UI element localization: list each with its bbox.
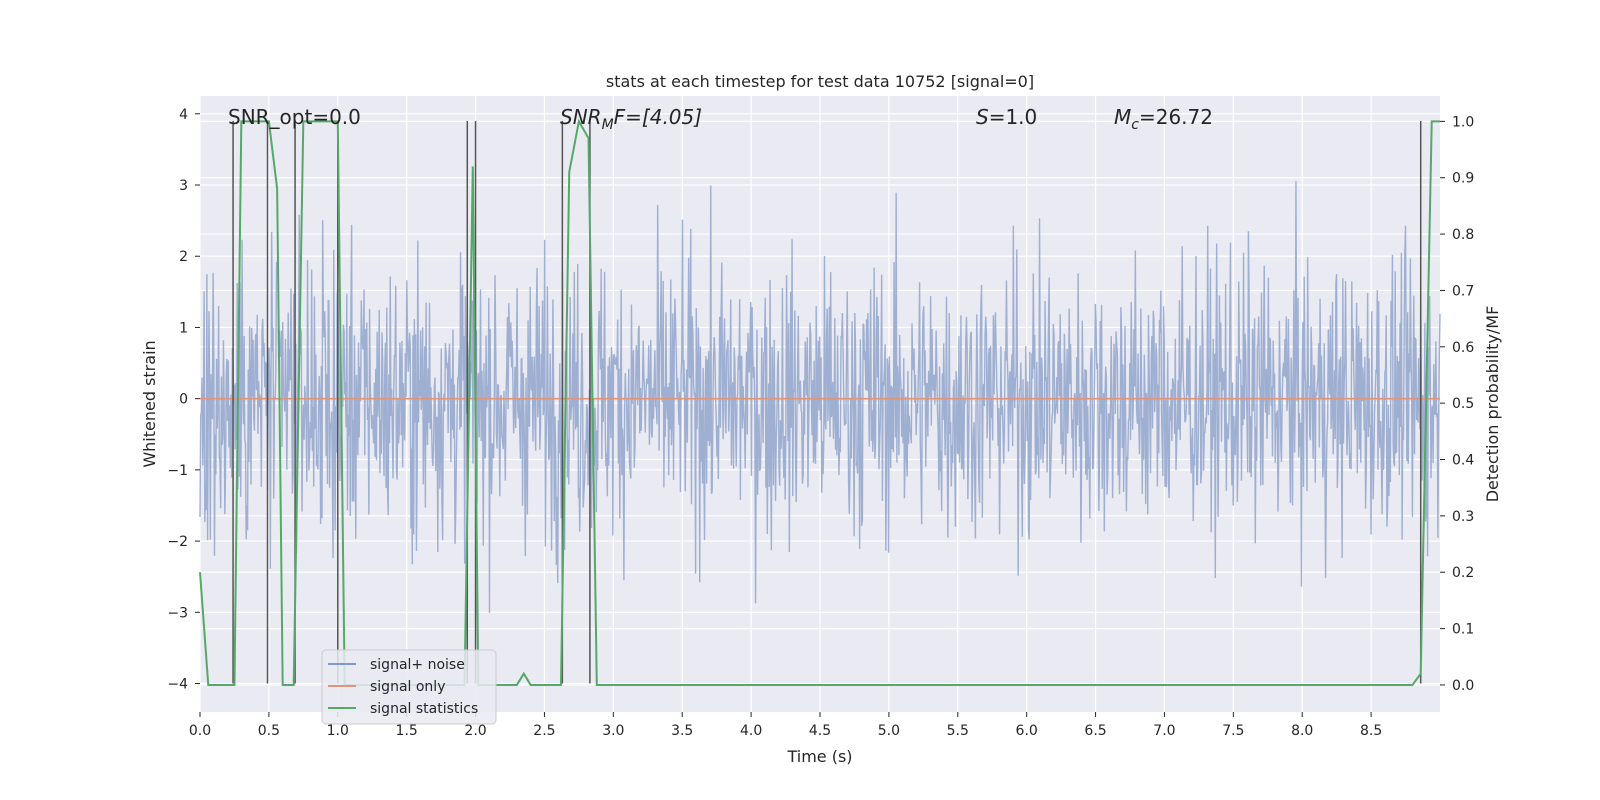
snr-mf-rest: F=[4.05] (614, 105, 702, 129)
annotation-snr-mf: SNRMF=[4.05] (560, 105, 702, 133)
y-axis-ticks: −4 −3 −2 −1 0 1 2 3 4 (167, 107, 200, 693)
x-tick-label-2: 1.0 (327, 723, 349, 739)
x-axis-label: Time (s) (786, 747, 852, 766)
y-tick-label-7: 3 (179, 178, 188, 194)
x-axis-ticks: 0.0 0.5 1.0 1.5 2.0 2.5 3.0 3.5 4.0 4.5 5.0 5.5 6.0 6… (189, 712, 1382, 739)
y-axis-label: Whitened strain (140, 340, 159, 467)
right-tick-label-4: 0.4 (1452, 453, 1474, 469)
annotation-s: S=1.0 (976, 105, 1037, 129)
right-tick-label-0: 0.0 (1452, 678, 1474, 694)
x-tick-label-5: 2.5 (533, 723, 555, 739)
x-tick-label-12: 6.0 (1016, 723, 1038, 739)
x-tick-label-0: 0.0 (189, 723, 211, 739)
annotation-snr-opt: SNR_opt=0.0 (228, 105, 361, 129)
right-tick-label-9: 0.9 (1452, 171, 1474, 187)
x-tick-label-17: 8.5 (1360, 723, 1382, 739)
y-tick-label-4: 0 (179, 392, 188, 408)
y-tick-label-1: −3 (167, 605, 188, 621)
y-tick-label-3: −1 (167, 463, 188, 479)
x-tick-label-7: 3.5 (671, 723, 693, 739)
x-tick-label-9: 4.5 (809, 723, 831, 739)
x-tick-label-1: 0.5 (258, 723, 280, 739)
right-tick-label-3: 0.3 (1452, 509, 1474, 525)
x-tick-label-14: 7.0 (1153, 723, 1175, 739)
y-tick-label-6: 2 (179, 249, 188, 265)
s-main: S (976, 105, 989, 129)
x-tick-label-15: 7.5 (1222, 723, 1244, 739)
chart-title: stats at each timestep for test data 107… (606, 72, 1034, 91)
x-tick-label-13: 6.5 (1084, 723, 1106, 739)
x-tick-label-6: 3.0 (602, 723, 624, 739)
mc-rest: =26.72 (1139, 105, 1213, 129)
legend: signal+ noise signal only signal statist… (321, 649, 497, 725)
right-tick-label-5: 0.5 (1452, 396, 1474, 412)
y-tick-label-8: 4 (179, 107, 188, 123)
x-tick-label-8: 4.0 (740, 723, 762, 739)
right-axis-label: Detection probability/MF (1483, 306, 1502, 503)
snr-mf-rest-text: F=[4.05] (614, 105, 702, 129)
x-tick-label-11: 5.5 (947, 723, 969, 739)
right-axis-ticks: 0.0 0.1 0.2 0.3 0.4 0.5 0.6 0.7 0.8 0.9 1.0 (1440, 114, 1474, 694)
noise-series (199, 181, 1441, 614)
x-tick-label-4: 2.0 (464, 723, 486, 739)
mc-main: M (1114, 105, 1131, 129)
right-tick-label-8: 0.8 (1452, 227, 1474, 243)
legend-label-noise: signal+ noise (370, 657, 465, 673)
x-tick-label-16: 8.0 (1291, 723, 1313, 739)
right-tick-label-7: 0.7 (1452, 283, 1474, 299)
x-tick-label-3: 1.5 (396, 723, 418, 739)
right-tick-label-2: 0.2 (1452, 565, 1474, 581)
legend-box (321, 649, 497, 725)
annotation-mc: Mc=26.72 (1114, 105, 1213, 133)
snr-mf-main: SNR (560, 105, 602, 129)
right-tick-label-6: 0.6 (1452, 340, 1474, 356)
legend-label-statistics: signal statistics (370, 701, 478, 717)
noise-line (199, 181, 1441, 614)
right-tick-label-1: 0.1 (1452, 622, 1474, 638)
x-tick-label-10: 5.0 (878, 723, 900, 739)
legend-label-signal-only: signal only (370, 679, 445, 695)
y-tick-label-5: 1 (179, 320, 188, 336)
s-rest: =1.0 (989, 105, 1038, 129)
y-tick-label-0: −4 (167, 677, 188, 693)
mc-sub: c (1131, 117, 1139, 133)
y-tick-label-2: −2 (167, 534, 188, 550)
right-tick-label-10: 1.0 (1452, 114, 1474, 130)
snr-mf-sub: M (602, 117, 614, 133)
